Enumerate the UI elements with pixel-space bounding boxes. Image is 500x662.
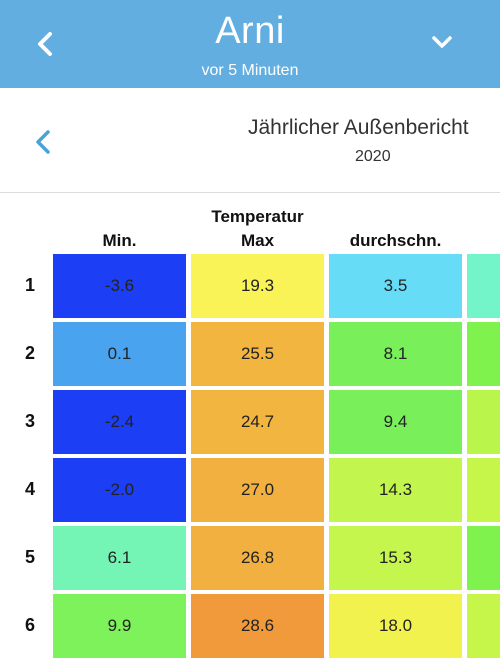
table-cell: 9.9	[53, 594, 186, 658]
column-header-average: durchschn.	[349, 231, 442, 250]
table-cell: -3.6	[53, 254, 186, 318]
table-cell: 9.4	[329, 390, 462, 454]
chevron-down-icon[interactable]	[428, 30, 456, 54]
column-header-max: Max	[240, 231, 275, 250]
last-updated-label: vor 5 Minuten	[201, 62, 299, 79]
table-cell: 28.6	[191, 594, 324, 658]
table-cell: -2.4	[53, 390, 186, 454]
row-label: 2	[24, 343, 35, 363]
table-cell: 8.1	[329, 322, 462, 386]
table-cell: 3.5	[329, 254, 462, 318]
table-cell: 24.7	[191, 390, 324, 454]
table-cell: 18.0	[329, 594, 462, 658]
column-header-min: Min.	[102, 231, 137, 250]
temperature-table: Min. Temperatur Max durchschn. 1 -3.6 19.3 3.5 2…	[0, 194, 500, 662]
table-cell: -2.0	[53, 458, 186, 522]
table-cell-clipped	[467, 458, 500, 522]
table-cell-clipped	[467, 390, 500, 454]
back-chevron-icon[interactable]	[30, 26, 60, 62]
row-label: 1	[24, 275, 35, 295]
row-label: 6	[24, 615, 35, 635]
report-year: 2020	[355, 148, 391, 165]
column-group-header-temperature: Temperatur	[211, 207, 304, 226]
table-cell: 19.3	[191, 254, 324, 318]
table-cell-clipped	[467, 526, 500, 590]
top-app-bar: Arni vor 5 Minuten	[0, 0, 500, 88]
row-label: 4	[24, 479, 35, 499]
table-cell: 14.3	[329, 458, 462, 522]
report-header: Jährlicher Außenbericht 2020	[0, 88, 500, 193]
table-cell: 25.5	[191, 322, 324, 386]
row-label: 3	[24, 411, 35, 431]
table-cell-clipped	[467, 594, 500, 658]
table-cell: 26.8	[191, 526, 324, 590]
device-title: Arni	[215, 10, 285, 52]
table-cell: 27.0	[191, 458, 324, 522]
table-cell-clipped	[467, 254, 500, 318]
row-label: 5	[24, 547, 35, 567]
table-cell: 0.1	[53, 322, 186, 386]
table-cell: 15.3	[329, 526, 462, 590]
table-cell: 6.1	[53, 526, 186, 590]
previous-year-chevron-icon[interactable]	[30, 126, 56, 158]
report-title: Jährlicher Außenbericht	[248, 116, 469, 139]
table-cell-clipped	[467, 322, 500, 386]
